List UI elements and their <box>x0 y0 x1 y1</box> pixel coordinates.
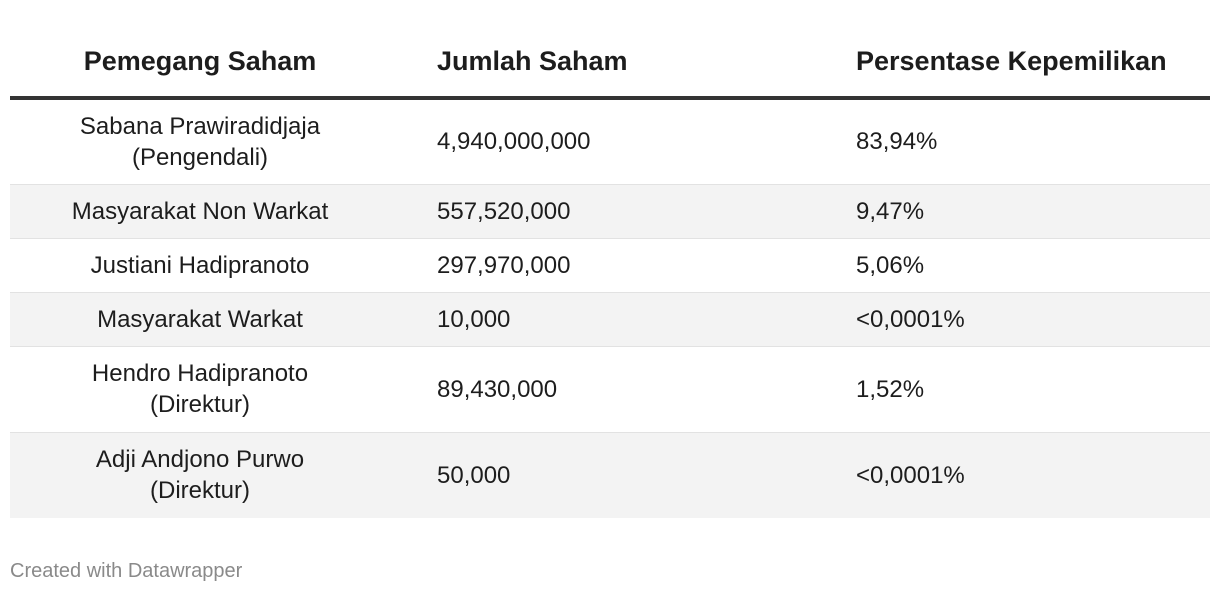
table-row: Sabana Prawiradidjaja (Pengendali) 4,940… <box>10 98 1210 185</box>
percentage-cell: 9,47% <box>809 184 1210 239</box>
datawrapper-credit: Created with Datawrapper <box>10 560 243 582</box>
header-row: Pemegang Saham Jumlah Saham Persentase K… <box>10 40 1210 100</box>
percentage-cell: 1,52% <box>809 346 1210 433</box>
table-row: Masyarakat Warkat 10,000 <0,0001% <box>10 292 1210 347</box>
table-row: Adji Andjono Purwo (Direktur) 50,000 <0,… <box>10 432 1210 518</box>
header-shares: Jumlah Saham <box>390 40 809 100</box>
table-row: Masyarakat Non Warkat 557,520,000 9,47% <box>10 184 1210 239</box>
percentage-cell: <0,0001% <box>809 292 1210 347</box>
percentage-cell: 83,94% <box>809 98 1210 185</box>
holder-role: (Pengendali) <box>131 143 269 171</box>
percentage-cell: 5,06% <box>809 238 1210 293</box>
holder-name: Masyarakat Warkat <box>97 305 303 333</box>
table-body: Sabana Prawiradidjaja (Pengendali) 4,940… <box>10 98 1210 518</box>
holder-name: Adji Andjono Purwo <box>95 446 305 474</box>
holder-name: Sabana Prawiradidjaja <box>79 112 321 140</box>
holder-cell: Masyarakat Warkat <box>10 292 390 347</box>
percentage-cell: <0,0001% <box>809 432 1210 518</box>
shares-cell: 89,430,000 <box>390 346 809 433</box>
holder-cell: Adji Andjono Purwo (Direktur) <box>10 432 390 518</box>
holder-role: (Direktur) <box>150 391 250 418</box>
holder-cell: Sabana Prawiradidjaja (Pengendali) <box>10 98 390 185</box>
shares-cell: 297,970,000 <box>390 238 809 293</box>
shares-cell: 10,000 <box>390 292 809 347</box>
holder-name: Masyarakat Non Warkat <box>71 197 329 225</box>
holder-name: Justiani Hadipranoto <box>90 251 310 279</box>
table-header: Pemegang Saham Jumlah Saham Persentase K… <box>10 40 1210 100</box>
table-row: Justiani Hadipranoto 297,970,000 5,06% <box>10 238 1210 293</box>
holder-cell: Hendro Hadipranoto (Direktur) <box>10 346 390 433</box>
shareholder-table: Pemegang Saham Jumlah Saham Persentase K… <box>10 40 1210 518</box>
holder-cell: Masyarakat Non Warkat <box>10 184 390 239</box>
shares-cell: 50,000 <box>390 432 809 518</box>
holder-name: Hendro Hadipranoto <box>91 360 309 387</box>
shares-cell: 4,940,000,000 <box>390 98 809 185</box>
shareholder-table-container: Pemegang Saham Jumlah Saham Persentase K… <box>10 40 1210 518</box>
header-holder: Pemegang Saham <box>10 40 390 100</box>
holder-role: (Direktur) <box>150 477 250 505</box>
header-percentage: Persentase Kepemilikan <box>809 40 1210 100</box>
table-row: Hendro Hadipranoto (Direktur) 89,430,000… <box>10 346 1210 433</box>
shares-cell: 557,520,000 <box>390 184 809 239</box>
holder-cell: Justiani Hadipranoto <box>10 238 390 293</box>
